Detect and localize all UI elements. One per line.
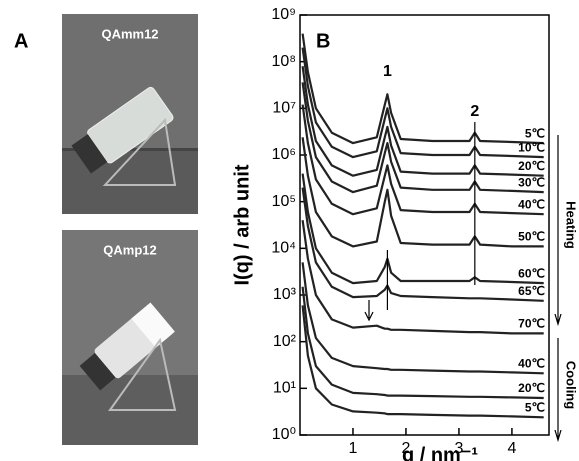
curve [301, 173, 544, 285]
curve [301, 104, 544, 216]
photo [62, 230, 198, 445]
series-label: 70℃ [518, 317, 545, 331]
peak-label: 1 [383, 63, 392, 80]
plot-frame [299, 14, 550, 436]
series-label: 60℃ [518, 266, 545, 280]
x-tick-label: 1 [349, 440, 358, 457]
y-tick-label: 10⁷ [272, 100, 296, 117]
y-axis-label: I(q) / arb unit [231, 164, 253, 285]
heating-label: Heating [564, 201, 579, 249]
y-tick-label: 10⁰ [272, 426, 296, 443]
series-label: 5℃ [525, 126, 545, 140]
curve [301, 262, 544, 375]
series-label: 65℃ [518, 284, 545, 298]
curve [301, 82, 544, 194]
series-label: 40℃ [518, 197, 545, 211]
y-tick-label: 10⁶ [272, 146, 296, 163]
x-tick-label: 2 [402, 440, 411, 457]
curve [301, 47, 544, 159]
curve [301, 66, 544, 177]
series-label: 40℃ [518, 356, 545, 370]
curve [301, 33, 544, 145]
y-tick-label: 10⁸ [271, 53, 296, 70]
panel-label: A [14, 30, 28, 52]
series-label: 50℃ [518, 230, 545, 244]
cooling-label: Cooling [564, 361, 579, 409]
curve [301, 220, 544, 335]
curve [301, 137, 544, 248]
series-label: 10℃ [518, 140, 545, 154]
series-label: 20℃ [518, 159, 545, 173]
curve [301, 187, 544, 302]
series-label: 5℃ [525, 400, 545, 414]
arrow [364, 300, 374, 322]
photo-label: QAmp12 [103, 242, 156, 257]
heating-arrow [554, 135, 562, 327]
y-tick-label: 10¹ [273, 380, 296, 397]
series-label: 20℃ [518, 381, 545, 395]
y-tick-label: 10⁵ [272, 193, 296, 210]
panel-label: B [316, 30, 330, 52]
y-tick-label: 10⁹ [271, 6, 296, 23]
series-label: 30℃ [518, 175, 545, 189]
curve [301, 286, 544, 400]
x-axis-label: q / nm⁻¹ [402, 444, 478, 461]
photo [62, 14, 198, 214]
x-tick-label: 4 [507, 440, 516, 457]
y-tick-label: 10⁴ [271, 240, 296, 257]
y-tick-label: 10³ [273, 286, 297, 303]
peak-label: 2 [470, 103, 479, 120]
y-tick-label: 10² [273, 333, 297, 350]
curve [301, 305, 544, 419]
x-tick-label: 3 [454, 440, 463, 457]
photo-label: QAmm12 [101, 26, 158, 41]
cooling-arrow [554, 338, 562, 443]
